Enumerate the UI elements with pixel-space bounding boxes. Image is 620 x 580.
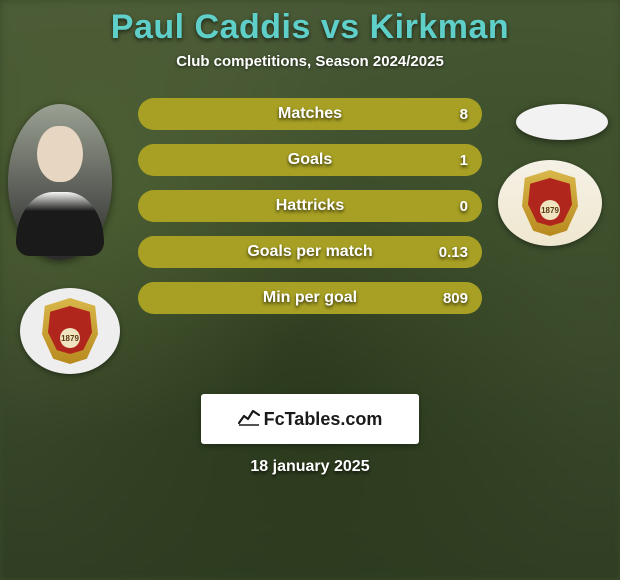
stat-bars: Matches8 Goals1 Hattricks0 Goals per match0… (138, 98, 482, 314)
stat-bar: Min per goal809 (138, 282, 482, 314)
crest-year: 1879 (60, 328, 80, 348)
team-badge-right: 1879 (498, 160, 602, 246)
bar-fill-right (138, 190, 482, 222)
crest-year: 1879 (540, 200, 560, 220)
bar-fill-right (138, 282, 482, 314)
bar-value-right: 8 (460, 98, 468, 130)
title-vs: vs (311, 8, 370, 46)
brand-icon (238, 408, 260, 431)
stat-bar: Goals1 (138, 144, 482, 176)
bar-value-right: 0.13 (439, 236, 468, 268)
brand-box[interactable]: FcTables.com (201, 394, 419, 444)
chart-line-icon (238, 408, 260, 426)
subtitle: Club competitions, Season 2024/2025 (0, 53, 620, 70)
brand-text: FcTables.com (264, 409, 383, 430)
bar-value-right: 0 (460, 190, 468, 222)
portrait-head (37, 126, 83, 182)
bar-fill-right (138, 98, 482, 130)
comparison-area: 1879 1879 Matches8Goals1Hattricks0Goals … (0, 106, 620, 366)
date: 18 january 2025 (0, 458, 620, 476)
stat-bar: Matches8 (138, 98, 482, 130)
team-badge-left: 1879 (20, 288, 120, 374)
stat-bar: Goals per match0.13 (138, 236, 482, 268)
bar-value-right: 1 (460, 144, 468, 176)
bar-value-right: 809 (443, 282, 468, 314)
title-left-name: Paul Caddis (111, 8, 311, 46)
page-title: Paul Caddis vs Kirkman (0, 8, 620, 47)
crest-left: 1879 (42, 298, 98, 364)
crest-right: 1879 (522, 170, 578, 236)
player-photo-right (516, 104, 608, 140)
title-right-name: Kirkman (370, 8, 510, 46)
card: Paul Caddis vs Kirkman Club competitions… (0, 0, 620, 580)
player-photo-left (8, 104, 112, 260)
portrait-body (16, 192, 104, 256)
bar-fill-right (138, 144, 482, 176)
bar-fill-right (138, 236, 482, 268)
stat-bar: Hattricks0 (138, 190, 482, 222)
